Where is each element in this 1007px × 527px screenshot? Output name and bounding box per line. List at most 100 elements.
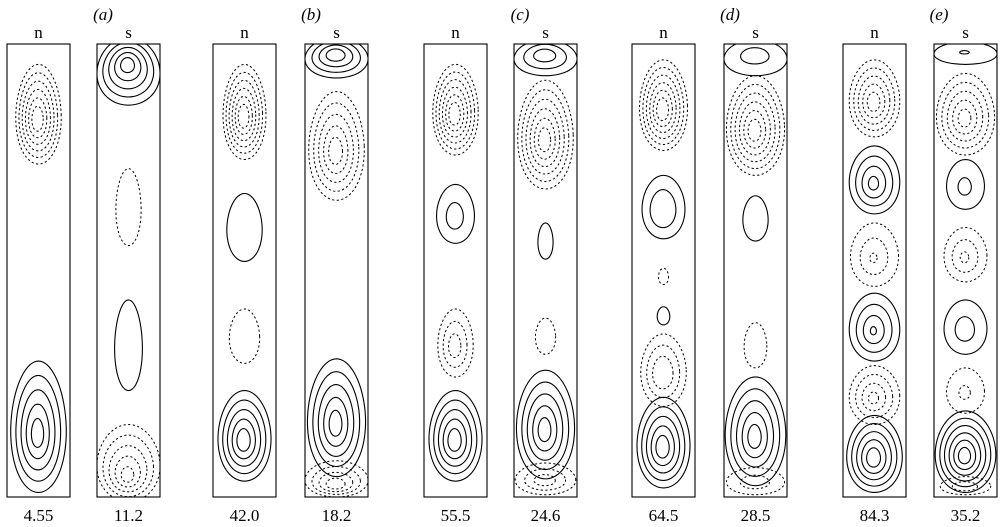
plot-frame <box>6 43 71 498</box>
cell-s: s 28.5 <box>723 23 788 525</box>
contour-dashed <box>951 481 979 492</box>
contour-dashed <box>237 103 250 129</box>
contour-solid <box>533 48 557 63</box>
contour-dashed <box>305 460 368 497</box>
contour-dashed <box>867 391 880 405</box>
cell-s: s 24.6 <box>513 23 578 525</box>
contour-dashed <box>525 98 565 175</box>
contour-solid <box>442 418 467 460</box>
contour-dashed <box>323 125 349 174</box>
panel-label: (d) <box>720 5 740 24</box>
contour-dashed <box>228 79 260 148</box>
contour-dashed <box>657 267 670 286</box>
contour-solid <box>114 51 142 82</box>
panel-label: (a) <box>93 5 113 24</box>
contour-solid <box>537 222 554 260</box>
contour-solid <box>650 425 675 467</box>
contour-dashed <box>739 474 770 490</box>
contour-solid <box>861 165 887 199</box>
contour-solid <box>747 423 762 449</box>
contour-solid <box>655 434 670 459</box>
contour-dashed <box>448 101 461 126</box>
contour-solid <box>312 371 361 468</box>
contour-dashed <box>958 385 971 400</box>
contour-dashed <box>438 79 472 144</box>
plot-frame <box>842 43 907 498</box>
contour-dashed <box>97 424 160 497</box>
contour-dashed <box>743 110 767 149</box>
contour-dashed <box>640 333 687 407</box>
panel-b: (b) n 42.0 s 18.2 <box>212 5 369 525</box>
contour-set <box>934 44 997 496</box>
cell-heading: n <box>240 23 249 42</box>
contour-dashed <box>521 89 570 183</box>
contour-solid <box>636 396 691 489</box>
cell-s: s 18.2 <box>304 23 369 525</box>
contour-set <box>97 44 160 497</box>
contour-dashed <box>524 468 567 491</box>
contour-dashed <box>725 75 786 176</box>
contour-solid <box>217 389 272 482</box>
contour-dashed <box>952 99 978 135</box>
contour-dashed <box>445 94 465 132</box>
contour-solid <box>108 46 148 90</box>
panel-label: (b) <box>301 5 321 24</box>
contour-dashed <box>645 74 681 140</box>
contour-solid <box>323 396 349 447</box>
cell-heading: s <box>333 23 340 42</box>
contour-solid <box>515 369 576 480</box>
cell-value: 11.2 <box>114 506 143 525</box>
contour-solid <box>848 145 901 215</box>
contour-solid <box>30 417 45 448</box>
contour-solid <box>437 409 473 467</box>
contour-solid <box>311 44 361 73</box>
contour-solid <box>114 299 143 392</box>
contour-solid <box>120 57 136 74</box>
contour-solid <box>102 44 155 98</box>
contour-solid <box>735 400 775 468</box>
contour-set <box>636 59 691 489</box>
contour-dashed <box>24 88 51 145</box>
contour-set <box>217 63 272 482</box>
contour-solid <box>305 44 368 79</box>
contour-dashed <box>862 83 886 119</box>
cell-heading: s <box>542 23 549 42</box>
contour-solid <box>428 389 483 482</box>
contour-dashed <box>656 97 670 122</box>
contour-dashed <box>318 471 354 493</box>
contour-solid <box>521 381 570 471</box>
cell-value: 18.2 <box>322 506 352 525</box>
contour-solid <box>948 432 982 476</box>
contour-dashed <box>114 455 141 488</box>
contour-dashed <box>328 136 344 165</box>
contour-solid <box>641 406 686 482</box>
contour-dashed <box>859 237 889 276</box>
contour-dashed <box>225 71 264 154</box>
cell-value: 28.5 <box>741 506 771 525</box>
contour-solid <box>532 405 558 452</box>
contour-solid <box>231 418 256 460</box>
contour-solid <box>328 409 343 437</box>
contour-solid <box>724 44 787 77</box>
cell-heading: n <box>451 23 460 42</box>
contour-solid <box>954 316 976 342</box>
contour-dashed <box>222 63 267 161</box>
contour-dashed <box>432 63 479 156</box>
contour-dashed <box>951 239 979 273</box>
contour-solid <box>856 431 892 481</box>
contour-solid <box>861 439 887 474</box>
contour-solid <box>742 195 769 242</box>
contour-dashed <box>747 118 762 142</box>
plot-frame <box>423 43 488 498</box>
contour-dashed <box>102 434 155 497</box>
contour-solid <box>649 189 677 229</box>
contour-solid <box>867 175 880 191</box>
contour-solid <box>306 358 367 478</box>
contour-dashed <box>447 333 462 359</box>
contour-solid <box>855 303 893 353</box>
contour-solid <box>866 447 882 468</box>
contour-dashed <box>437 308 474 378</box>
contour-dashed <box>311 466 361 495</box>
contour-solid <box>959 50 970 55</box>
contour-dashed <box>853 67 896 132</box>
